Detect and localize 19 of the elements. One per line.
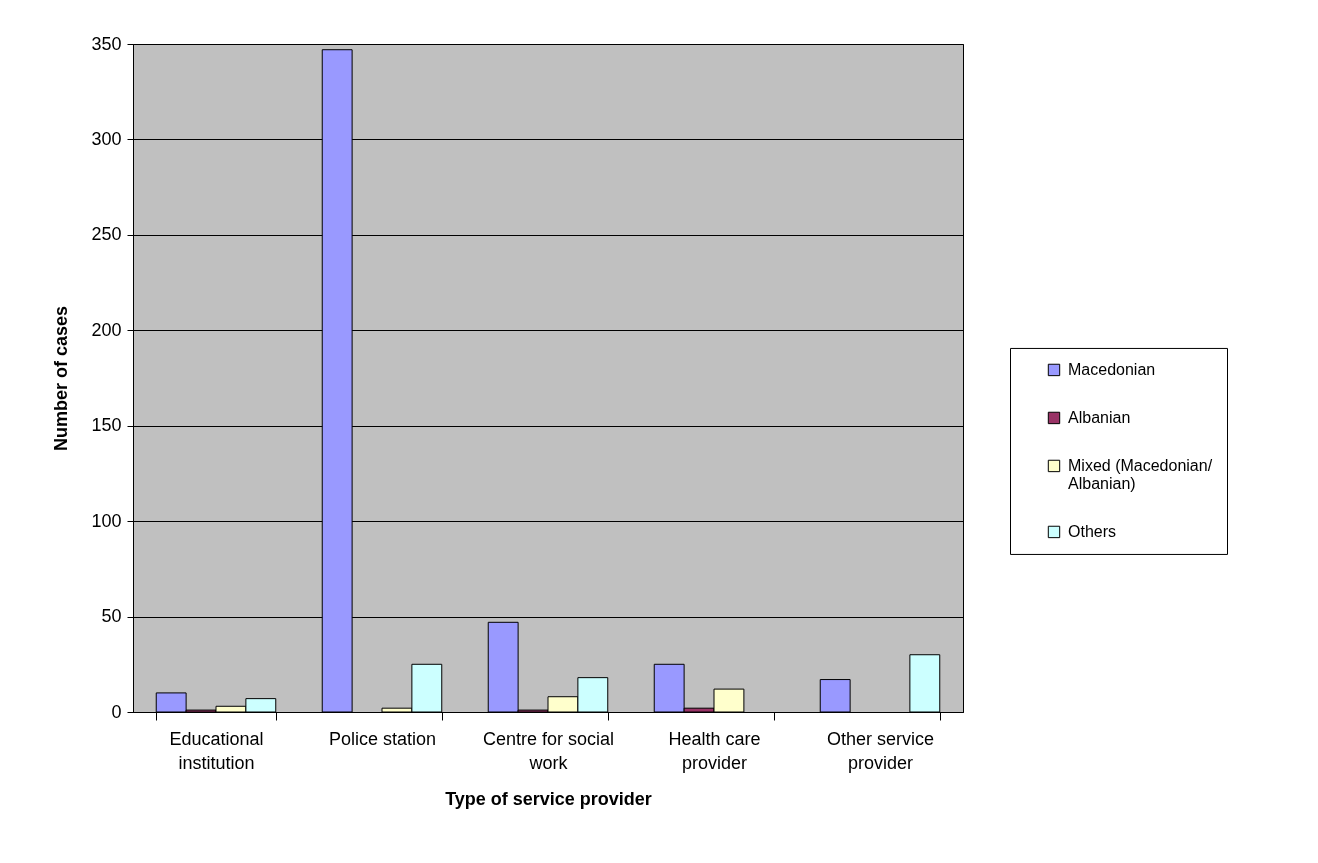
legend-label: Others	[1068, 522, 1117, 540]
y-tick-label: 0	[111, 701, 122, 722]
x-tick-label: Other service provider	[826, 728, 935, 773]
y-axis-title: Number of cases	[51, 305, 72, 452]
x-tick-label: Health care provider	[668, 728, 761, 773]
y-tick-label: 350	[91, 33, 122, 54]
y-tick-label: 100	[91, 510, 122, 531]
y-tick-label: 50	[101, 606, 122, 627]
y-tick-label: 150	[91, 415, 122, 436]
x-tick-label: Educational institution	[169, 728, 264, 773]
legend-label: Macedonian	[1068, 360, 1156, 378]
legend-label: Mixed (Macedonian/ Albanian)	[1068, 456, 1213, 492]
legend-label: Albanian	[1068, 408, 1131, 426]
x-tick-label: Centre for social work	[482, 728, 615, 773]
y-tick-label: 200	[91, 319, 122, 340]
x-tick-label: Police station	[328, 728, 437, 749]
x-axis-title: Type of service provider	[445, 788, 652, 809]
y-tick-label: 300	[91, 128, 122, 149]
y-tick-label: 250	[91, 224, 122, 245]
